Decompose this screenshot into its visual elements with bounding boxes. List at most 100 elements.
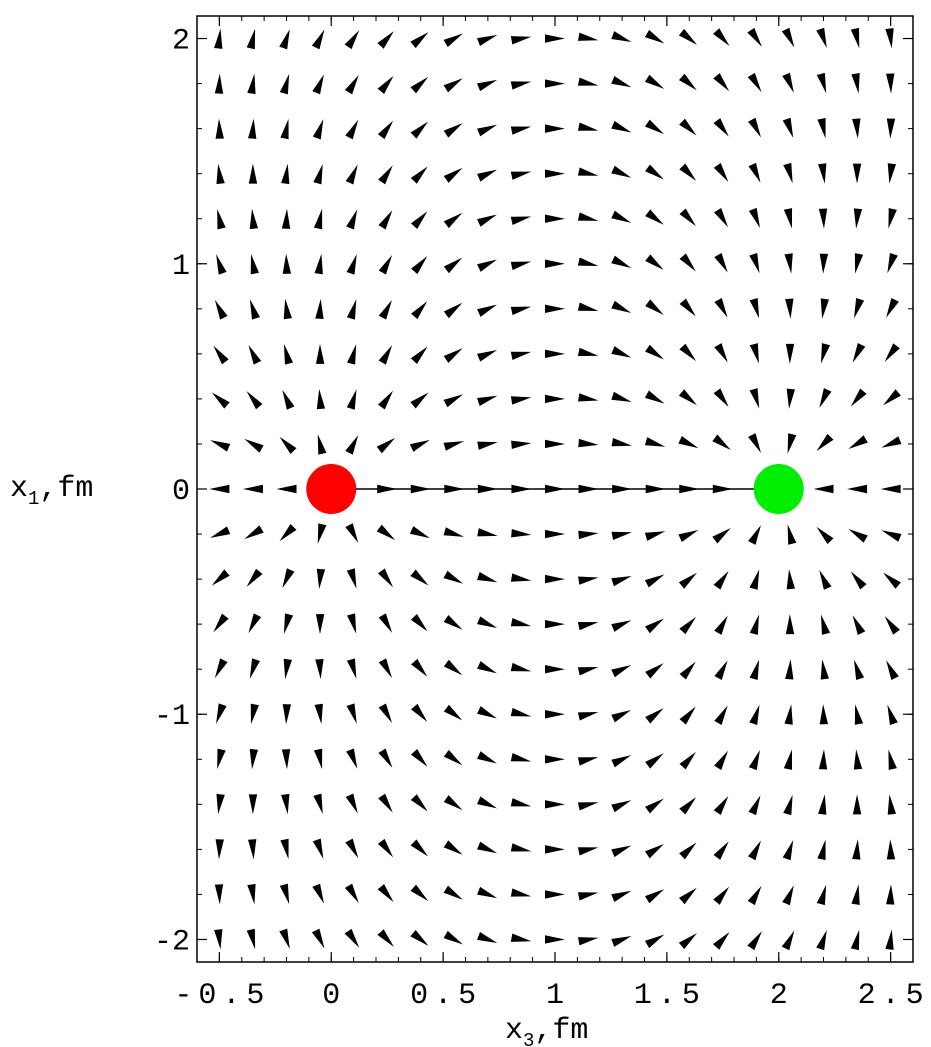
field-arrow [377,568,394,588]
field-arrow [477,441,498,450]
field-arrow [410,392,429,409]
field-arrow [510,81,532,90]
field-arrow [644,74,665,89]
field-arrow [281,208,291,229]
field-arrow [783,162,793,184]
field-arrow [611,755,632,768]
field-arrow [645,209,664,225]
field-arrow [820,659,830,680]
field-arrow [411,658,428,677]
field-arrow [748,525,761,545]
field-arrow [679,751,696,770]
field-arrow [283,298,293,320]
field-arrow [247,118,257,139]
field-arrow [378,300,392,320]
field-arrow [282,704,292,725]
field-arrow [611,300,632,314]
field-arrow [279,523,297,542]
field-arrow [545,214,565,223]
field-arrow [510,843,532,852]
field-arrow [577,621,599,631]
field-arrow [377,838,394,858]
x-tick-label: 2 [770,979,788,1013]
field-arrow [853,749,863,770]
field-arrow [679,253,696,272]
field-arrow [883,389,901,406]
field-arrow [577,712,599,721]
field-arrow [346,748,358,769]
field-arrow [611,709,632,723]
field-arrow [313,793,323,814]
field-arrow [279,436,297,455]
field-arrow [883,572,901,589]
field-arrow [477,841,498,854]
field-arrow [611,531,632,540]
field-arrow [477,932,498,943]
field-arrow [510,261,532,271]
field-arrow [477,796,498,809]
field-arrow [443,930,463,945]
field-arrow [714,298,728,318]
x-tick-label: 2 . 5 [858,979,924,1013]
field-arrow [247,883,256,905]
field-arrow [410,884,429,902]
field-arrow [884,343,900,362]
field-arrow [611,346,632,358]
field-arrow [881,530,902,542]
field-arrow [345,838,359,859]
field-arrow [545,845,565,854]
field-arrow [747,885,762,906]
x-tick-label: - 0 . 5 [174,979,264,1013]
field-arrow [411,703,428,722]
field-arrow [786,388,796,409]
field-arrow [345,793,358,814]
field-arrow [645,299,664,315]
field-arrow [820,343,831,364]
field-arrow [645,618,664,634]
field-arrow [848,435,868,450]
field-arrow [713,28,730,46]
field-arrow [678,572,697,589]
field-arrow [816,930,827,951]
field-arrow [282,389,295,410]
field-arrow [314,253,323,275]
field-arrow [545,574,565,584]
field-arrow [749,343,759,364]
field-arrow [853,298,865,319]
field-arrow [611,438,632,447]
field-arrow [852,163,862,184]
field-arrow [510,662,532,672]
field-arrow [279,29,290,50]
field-arrow [679,163,697,181]
field-arrow [577,892,599,901]
field-arrow [477,124,498,137]
field-arrow [852,794,862,815]
field-arrow [510,573,532,582]
field-arrow [344,883,359,904]
field-arrow [279,73,290,95]
field-arrow [314,703,323,725]
field-arrow [311,928,325,949]
field-arrow [378,748,393,768]
field-arrow [246,391,263,410]
field-arrow [443,527,464,537]
field-arrow [645,798,664,814]
field-arrow [850,929,860,951]
field-arrow [611,890,632,903]
field-arrow [410,794,428,812]
field-arrow [887,163,897,184]
field-arrow [510,888,532,897]
field-arrow [816,72,827,94]
field-arrow [611,165,632,178]
field-arrow [411,256,428,275]
field-arrow [679,343,697,362]
field-arrow [785,614,795,635]
field-arrow [214,658,228,679]
field-arrow [611,31,632,43]
field-arrow [378,345,393,365]
field-arrow [785,298,794,319]
field-arrow [644,889,665,904]
field-arrow [283,613,294,634]
field-arrow [545,394,565,404]
field-arrow [280,838,289,860]
